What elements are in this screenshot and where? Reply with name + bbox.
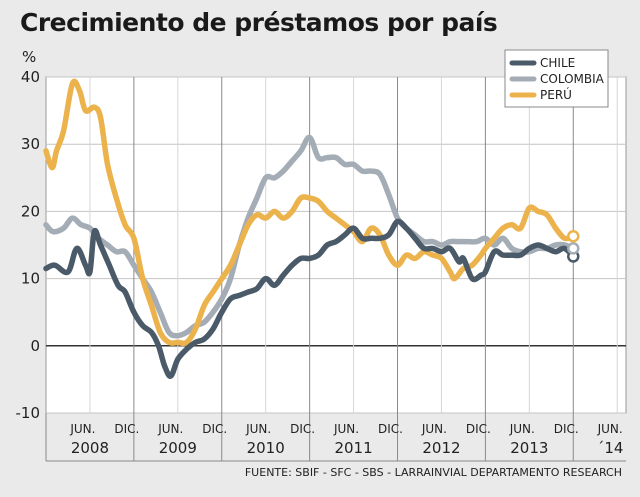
x-month-label: JUN. xyxy=(421,422,447,436)
y-tick-label: -10 xyxy=(16,404,41,422)
x-year-label: 2013 xyxy=(510,439,548,457)
x-month-label: JUN. xyxy=(597,422,623,436)
series-end-marker xyxy=(567,242,580,255)
y-tick-label: 0 xyxy=(30,337,40,355)
y-axis-unit: % xyxy=(22,48,36,66)
x-year-label: ´14 xyxy=(597,439,624,457)
series-line-chile xyxy=(43,218,577,379)
x-month-label: DIC. xyxy=(290,422,315,436)
chart-title: Crecimiento de préstamos por país xyxy=(20,8,498,37)
y-tick-label: 30 xyxy=(21,135,40,153)
legend-label: PERÚ xyxy=(540,87,572,102)
x-month-label: DIC. xyxy=(554,422,579,436)
x-month-label: DIC. xyxy=(114,422,139,436)
x-month-label: DIC. xyxy=(202,422,227,436)
y-tick-label: 40 xyxy=(21,68,40,86)
x-month-label: DIC. xyxy=(466,422,491,436)
x-month-label: JUN. xyxy=(157,422,183,436)
legend-label: CHILE xyxy=(540,56,575,70)
x-year-label: 2011 xyxy=(334,439,372,457)
y-tick-label: 20 xyxy=(21,202,40,220)
x-year-label: 2008 xyxy=(71,439,109,457)
series-line-per xyxy=(43,78,577,347)
x-month-label: JUN. xyxy=(509,422,535,436)
x-month-label: JUN. xyxy=(333,422,359,436)
x-month-label: JUN. xyxy=(69,422,95,436)
x-year-label: 2009 xyxy=(159,439,197,457)
source-note: FUENTE: SBIF - SFC - SBS - LARRAINVIAL D… xyxy=(244,466,622,479)
x-year-label: 2012 xyxy=(422,439,460,457)
x-month-label: DIC. xyxy=(378,422,403,436)
y-tick-label: 10 xyxy=(21,270,40,288)
legend-label: COLOMBIA xyxy=(540,72,605,86)
x-year-label: 2010 xyxy=(247,439,285,457)
x-month-label: JUN. xyxy=(245,422,271,436)
series-line-colombia xyxy=(43,134,577,339)
series-end-marker xyxy=(567,230,580,243)
